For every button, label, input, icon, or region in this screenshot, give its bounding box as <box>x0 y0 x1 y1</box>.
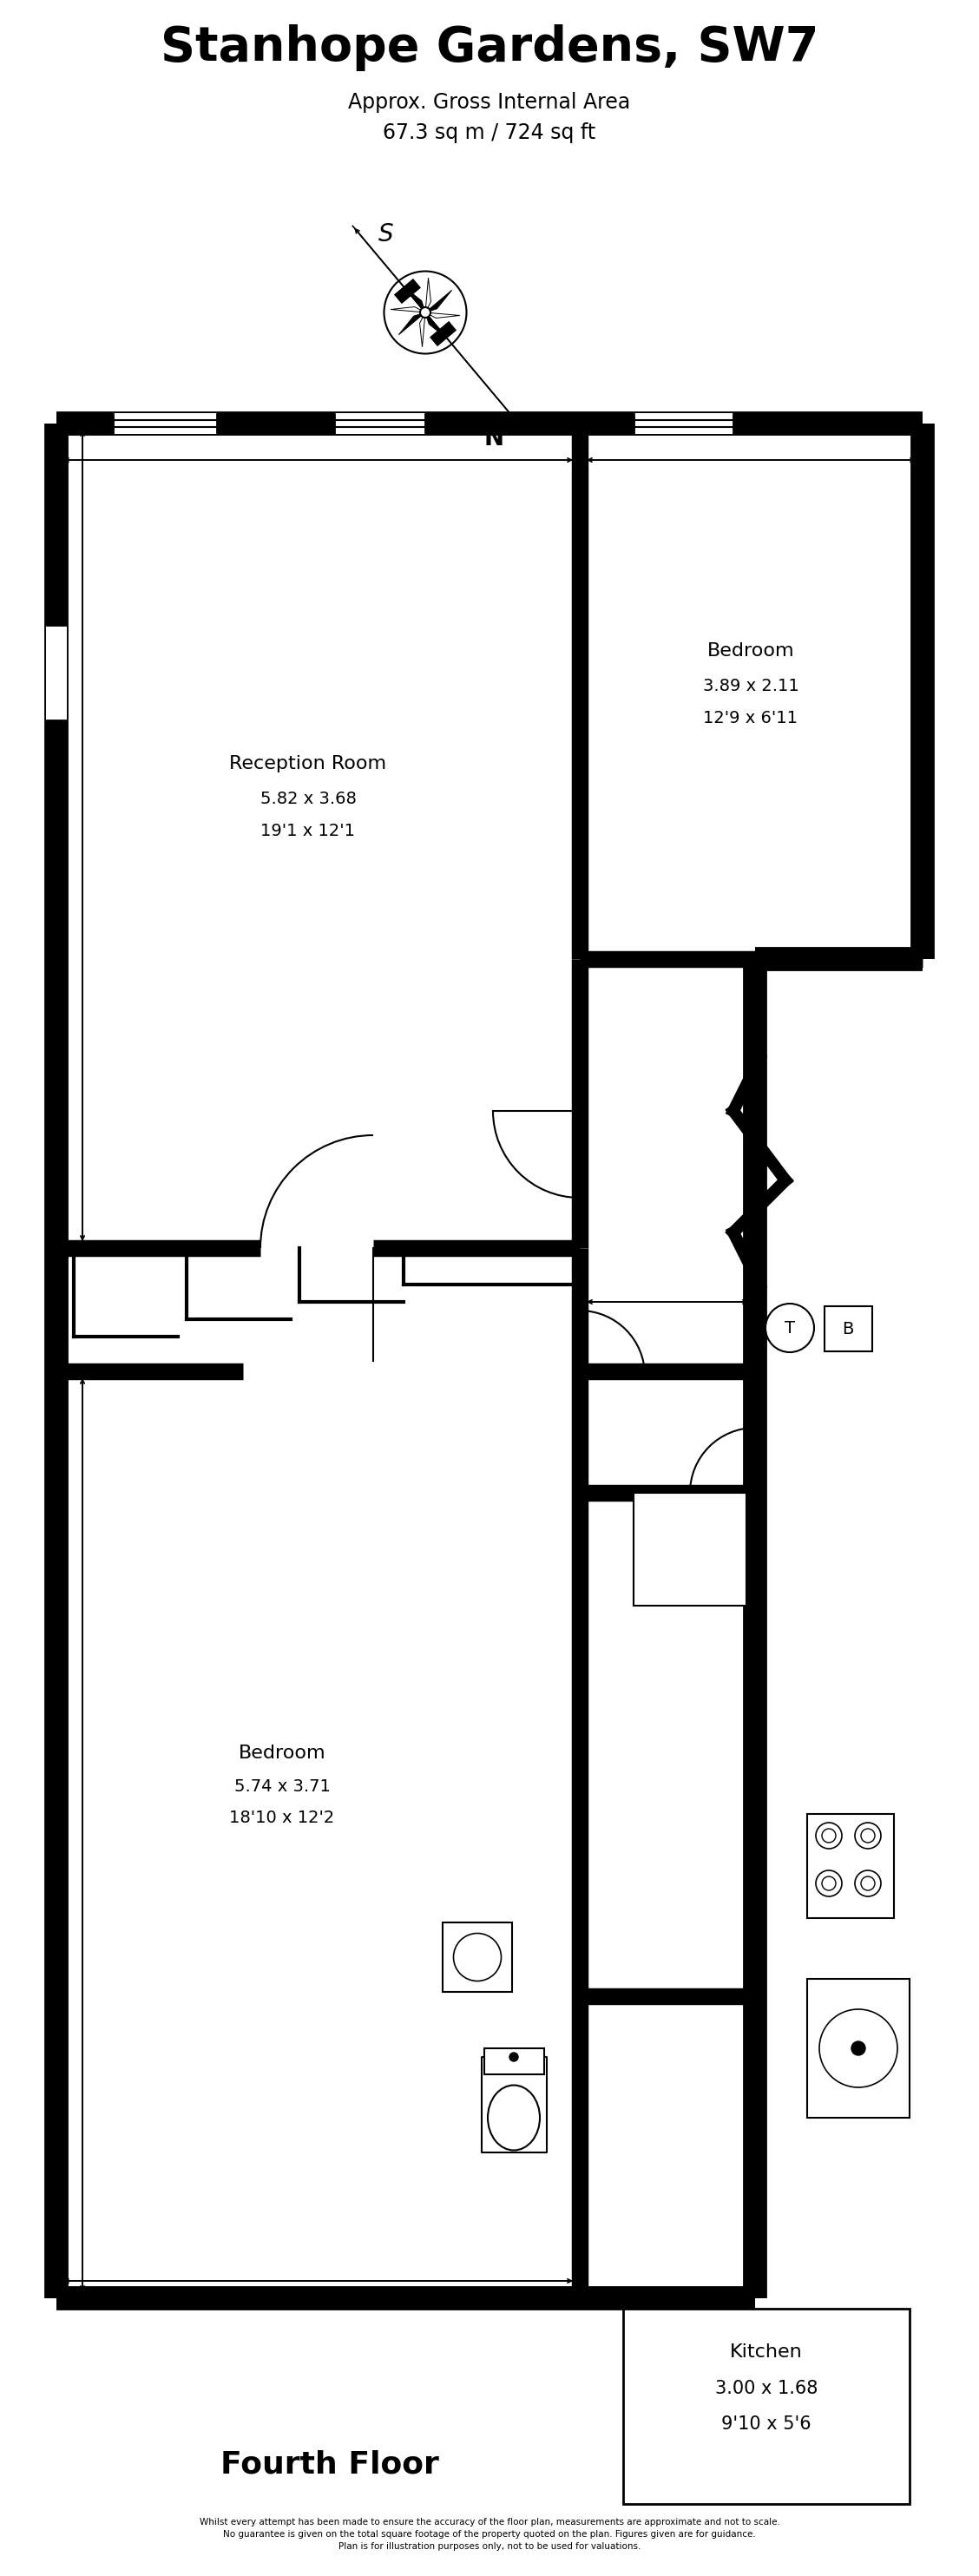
Bar <box>807 1814 894 1919</box>
Text: 67.3 sq m / 724 sq ft: 67.3 sq m / 724 sq ft <box>383 124 596 144</box>
Ellipse shape <box>488 2084 539 2151</box>
Circle shape <box>855 1824 881 1850</box>
Circle shape <box>509 2053 518 2061</box>
Polygon shape <box>403 286 425 312</box>
Circle shape <box>766 1303 815 1352</box>
Text: Reception Room: Reception Room <box>229 755 387 773</box>
Text: Bedroom: Bedroom <box>239 1744 326 1762</box>
Circle shape <box>819 2009 898 2087</box>
Bar <box>334 412 425 433</box>
Circle shape <box>861 1875 875 1891</box>
Ellipse shape <box>453 1935 501 1981</box>
Text: 19'1 x 12'1: 19'1 x 12'1 <box>260 822 355 840</box>
Circle shape <box>816 1824 842 1850</box>
Circle shape <box>855 1870 881 1896</box>
Circle shape <box>822 1875 836 1891</box>
Text: B: B <box>842 1321 854 1337</box>
Text: 18'10 x 12'2: 18'10 x 12'2 <box>229 1811 335 1826</box>
Circle shape <box>822 1829 836 1842</box>
Circle shape <box>852 2040 865 2056</box>
Text: Bedroom: Bedroom <box>707 641 794 659</box>
Bar <box>482 2058 547 2154</box>
Polygon shape <box>425 312 460 317</box>
Bar <box>46 626 67 721</box>
Text: 12'9 x 6'11: 12'9 x 6'11 <box>704 708 798 726</box>
Text: 9'10 x 5'6: 9'10 x 5'6 <box>722 2416 812 2432</box>
Bar <box>113 412 217 433</box>
Circle shape <box>861 1829 875 1842</box>
Text: Stanhope Gardens, SW7: Stanhope Gardens, SW7 <box>161 23 818 72</box>
Polygon shape <box>420 312 425 348</box>
Bar <box>624 2308 909 2504</box>
Text: Approx. Gross Internal Area: Approx. Gross Internal Area <box>349 93 630 113</box>
Polygon shape <box>398 312 425 335</box>
Text: 5.74 x 3.71: 5.74 x 3.71 <box>234 1777 330 1795</box>
Text: Fourth Floor: Fourth Floor <box>220 2450 440 2481</box>
Text: S: S <box>378 222 394 247</box>
Text: Kitchen: Kitchen <box>730 2344 803 2360</box>
Polygon shape <box>425 291 452 312</box>
Polygon shape <box>425 278 431 312</box>
Bar <box>633 412 733 433</box>
Bar <box>443 1922 512 1991</box>
Text: T: T <box>784 1319 795 1337</box>
Bar <box>633 1494 746 1605</box>
Text: 3.00 x 1.68: 3.00 x 1.68 <box>715 2380 817 2398</box>
Text: N: N <box>484 428 504 451</box>
Text: Whilst every attempt has been made to ensure the accuracy of the floor plan, mea: Whilst every attempt has been made to en… <box>200 2517 779 2550</box>
Text: 3.89 x 2.11: 3.89 x 2.11 <box>703 677 799 693</box>
Bar <box>485 2048 544 2074</box>
Text: 5.82 x 3.68: 5.82 x 3.68 <box>260 791 356 806</box>
Polygon shape <box>425 312 447 340</box>
Bar <box>807 1978 909 2117</box>
Polygon shape <box>391 307 425 312</box>
Circle shape <box>816 1870 842 1896</box>
Bar <box>824 1306 872 1352</box>
Circle shape <box>420 307 431 317</box>
